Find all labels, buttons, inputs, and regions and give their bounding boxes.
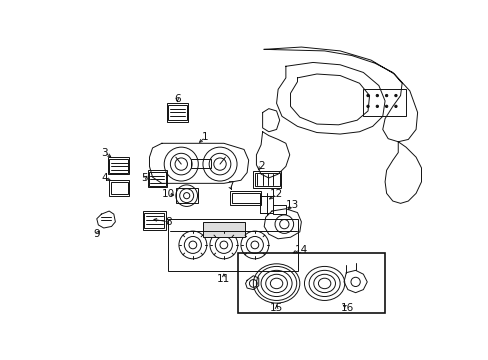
Bar	[168, 105, 186, 120]
Text: 11: 11	[217, 274, 230, 284]
Text: 8: 8	[164, 217, 171, 227]
Bar	[107, 157, 129, 174]
Text: 5: 5	[141, 173, 148, 183]
Text: 6: 6	[174, 94, 181, 104]
Text: 9: 9	[93, 229, 100, 239]
Bar	[166, 103, 188, 122]
Bar	[109, 180, 129, 195]
Bar	[148, 170, 167, 187]
Bar	[144, 213, 164, 228]
Bar	[259, 195, 273, 213]
Text: 1: 1	[202, 132, 208, 142]
Text: 2: 2	[257, 161, 264, 171]
Bar	[203, 222, 244, 237]
Bar	[176, 188, 197, 203]
Bar	[273, 205, 285, 214]
Text: 12: 12	[269, 189, 283, 199]
Text: 16: 16	[341, 303, 354, 313]
Polygon shape	[149, 143, 248, 183]
Circle shape	[385, 105, 387, 108]
Circle shape	[385, 94, 387, 97]
Bar	[168, 219, 298, 271]
Bar	[363, 89, 405, 116]
Text: 7: 7	[226, 181, 233, 192]
Bar	[191, 159, 211, 168]
Bar	[253, 171, 281, 188]
Bar	[254, 172, 279, 186]
Text: 10: 10	[161, 189, 174, 199]
Bar	[230, 191, 261, 205]
Circle shape	[375, 105, 378, 108]
Circle shape	[394, 105, 396, 108]
Text: 14: 14	[294, 244, 307, 255]
Text: 13: 13	[285, 200, 298, 210]
Bar	[142, 211, 165, 230]
Bar	[237, 253, 384, 313]
Bar	[231, 193, 259, 203]
Circle shape	[366, 105, 368, 108]
Text: 15: 15	[269, 303, 283, 313]
Circle shape	[375, 94, 378, 97]
Bar	[149, 172, 165, 186]
Circle shape	[366, 94, 368, 97]
Text: 3: 3	[101, 148, 108, 158]
Text: 4: 4	[101, 173, 108, 183]
Bar	[109, 159, 127, 172]
Bar	[110, 182, 127, 194]
Circle shape	[394, 94, 396, 97]
